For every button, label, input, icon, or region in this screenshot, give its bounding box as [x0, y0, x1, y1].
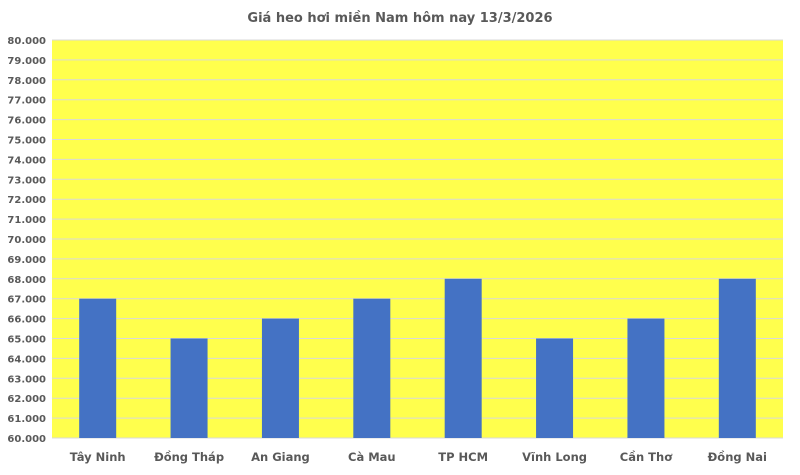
y-tick-label: 74.000 — [7, 155, 46, 166]
bar-1 — [79, 298, 117, 438]
x-tick-label: Tây Ninh — [70, 450, 126, 464]
x-tick-label: Cà Mau — [348, 450, 396, 464]
y-tick-label: 79.000 — [7, 56, 46, 67]
x-tick-label: Cần Thơ — [620, 450, 673, 464]
y-tick-label: 75.000 — [7, 136, 46, 147]
bar-6 — [536, 338, 574, 438]
y-tick-label: 69.000 — [7, 255, 46, 266]
y-tick-label: 72.000 — [7, 195, 46, 206]
y-tick-label: 78.000 — [7, 76, 46, 87]
bar-4 — [353, 298, 391, 438]
bar-5 — [444, 278, 482, 438]
bar-8 — [718, 278, 756, 438]
y-tick-label: 62.000 — [7, 394, 46, 405]
y-tick-label: 71.000 — [7, 215, 46, 226]
bar-3 — [261, 318, 299, 438]
x-tick-label: Đồng Tháp — [154, 450, 224, 464]
y-tick-label: 80.000 — [7, 36, 46, 47]
bar-2 — [170, 338, 208, 438]
x-tick-label: Đồng Nai — [708, 450, 767, 464]
y-tick-label: 68.000 — [7, 275, 46, 286]
y-tick-label: 67.000 — [7, 295, 46, 306]
y-tick-label: 61.000 — [7, 414, 46, 425]
x-tick-label: TP HCM — [438, 450, 488, 464]
y-tick-label: 66.000 — [7, 315, 46, 326]
x-tick-label: Vĩnh Long — [522, 450, 587, 464]
y-tick-label: 64.000 — [7, 354, 46, 365]
y-tick-label: 70.000 — [7, 235, 46, 246]
y-tick-label: 73.000 — [7, 175, 46, 186]
y-tick-label: 63.000 — [7, 374, 46, 385]
y-tick-label: 76.000 — [7, 116, 46, 127]
bar-7 — [627, 318, 665, 438]
chart-title: Giá heo hơi miền Nam hôm nay 13/3/2026 — [247, 11, 552, 26]
y-tick-label: 60.000 — [7, 434, 46, 445]
y-tick-label: 77.000 — [7, 96, 46, 107]
x-tick-label: An Giang — [251, 450, 310, 464]
y-tick-label: 65.000 — [7, 335, 46, 346]
